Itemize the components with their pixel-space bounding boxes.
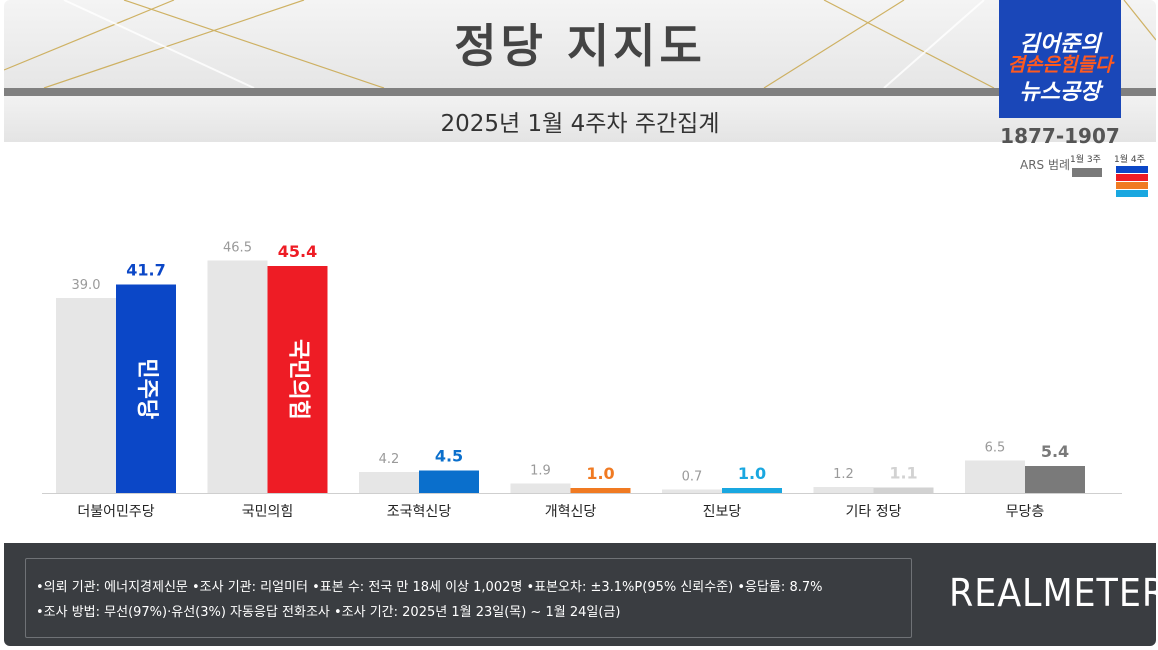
data-label-curr: 5.4 <box>1041 442 1069 461</box>
category-label: 국민의힘 <box>242 504 294 520</box>
bar-curr-week <box>873 487 934 493</box>
bar-curr-week <box>1025 466 1085 493</box>
logo-line-1: 김어준의 <box>1019 32 1101 57</box>
bar-curr-week <box>116 284 176 493</box>
legend-prev-week: 1월 3주 <box>1070 155 1101 165</box>
legend-swatch-progressive <box>1116 190 1148 197</box>
logo-line-2: 겸손은힘들다 <box>1007 54 1113 76</box>
ars-label: ARS 범례 <box>1020 158 1071 172</box>
realmeter-logo: REALMETER <box>949 571 1156 615</box>
infographic-frame: 정당 지지도 2025년 1월 4주차 주간집계 김어준의 겸손은힘들다 뉴스공… <box>4 0 1156 646</box>
survey-notes: •의뢰 기관: 에너지경제신문 •조사 기관: 리얼미터 •표본 수: 전국 만… <box>25 558 912 638</box>
category-label: 개혁신당 <box>545 504 597 520</box>
category-label: 더불어민주당 <box>77 504 154 520</box>
header-decoration <box>4 0 1156 88</box>
category-label: 진보당 <box>703 504 742 520</box>
data-label-prev: 4.2 <box>379 452 400 467</box>
header: 정당 지지도 <box>4 0 1156 88</box>
legend-swatch-reform <box>1116 182 1148 189</box>
ppp-logo: 국민의힘 <box>286 339 311 420</box>
data-label-prev: 6.5 <box>985 441 1006 456</box>
header-band <box>4 88 1156 96</box>
bar-curr-week <box>419 470 479 493</box>
category-label: 기타 정당 <box>846 504 902 520</box>
data-label-curr: 45.4 <box>278 242 317 261</box>
legend-curr-week: 1월 4주 <box>1114 155 1145 165</box>
bar-curr-week <box>267 266 328 493</box>
legend-swatch-democratic <box>1116 166 1148 173</box>
data-label-curr: 1.0 <box>586 464 614 483</box>
bar-prev-week <box>207 260 268 493</box>
logo-line-3: 뉴스공장 <box>1019 80 1101 105</box>
democratic-party-logo: 민주당 <box>134 358 159 419</box>
data-label-prev: 39.0 <box>72 278 101 293</box>
bar-chart: 39.0 41.7 더불어민주당 46.5 45.4 국민의힘 4.2 4.5 조국혁신당 1.9… <box>42 241 1122 520</box>
legend-swatches <box>1072 166 1148 197</box>
bar-curr-week <box>722 488 782 493</box>
data-label-curr: 1.1 <box>889 464 917 483</box>
category-label: 무당층 <box>1006 504 1045 520</box>
bar-curr-week <box>570 488 631 493</box>
chart-title: 정당 지지도 <box>454 19 706 73</box>
bar-prev-week <box>359 472 419 493</box>
bar-prev-week <box>965 460 1025 493</box>
data-label-curr: 4.5 <box>435 447 463 466</box>
ars-phone-number: 1877-1907 <box>1000 124 1120 148</box>
bar-prev-week <box>813 487 874 493</box>
bar-prev-week <box>510 483 571 493</box>
footer: •의뢰 기관: 에너지경제신문 •조사 기관: 리얼미터 •표본 수: 전국 만… <box>4 543 1156 646</box>
survey-note-2: •조사 방법: 무선(97%)·유선(3%) 자동응답 전화조사 •조사 기간:… <box>36 605 621 620</box>
data-label-prev: 1.2 <box>833 467 854 482</box>
bar-prev-week <box>56 298 116 493</box>
data-label-prev: 46.5 <box>223 241 252 256</box>
data-label-prev: 0.7 <box>682 470 703 485</box>
subtitle-bar <box>4 96 1156 142</box>
news-factory-logo: 김어준의 겸손은힘들다 뉴스공장 <box>999 0 1121 118</box>
data-label-curr: 41.7 <box>126 261 165 280</box>
survey-note-1: •의뢰 기관: 에너지경제신문 •조사 기관: 리얼미터 •표본 수: 전국 만… <box>36 580 823 595</box>
category-label: 조국혁신당 <box>387 504 452 520</box>
legend-swatch-prev <box>1072 168 1102 177</box>
legend-swatch-ppp <box>1116 174 1148 181</box>
chart-subtitle: 2025년 1월 4주차 주간집계 <box>440 111 720 137</box>
data-label-prev: 1.9 <box>530 464 551 479</box>
bar-prev-week <box>662 489 722 493</box>
data-label-curr: 1.0 <box>738 464 766 483</box>
